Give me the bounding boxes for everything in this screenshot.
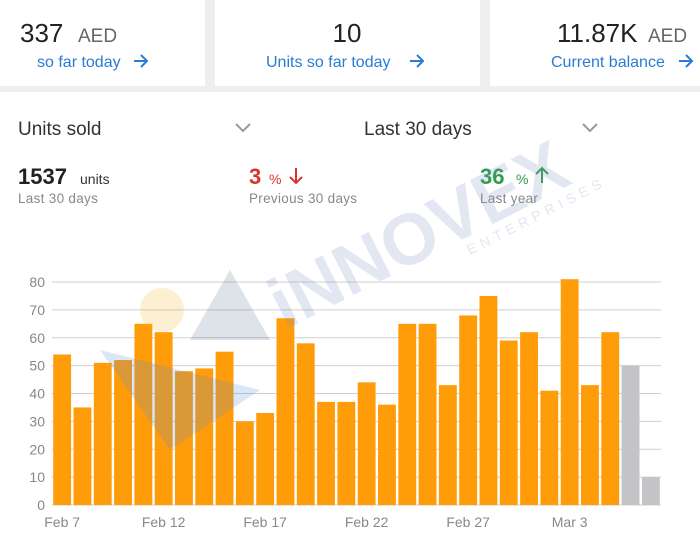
bar bbox=[337, 401, 356, 505]
bar bbox=[53, 354, 72, 505]
stat-label: Previous 30 days bbox=[249, 191, 357, 206]
bar bbox=[378, 404, 396, 505]
bar bbox=[175, 371, 193, 505]
watermark-logo bbox=[140, 288, 184, 332]
bar bbox=[357, 382, 376, 505]
bar bbox=[215, 351, 234, 505]
watermark-logo bbox=[100, 350, 260, 450]
dropdown-label[interactable]: Last 30 days bbox=[364, 119, 472, 140]
card-value: 337 bbox=[20, 18, 63, 48]
bar bbox=[601, 332, 620, 505]
x-tick-label: Feb 27 bbox=[446, 514, 490, 530]
stat-label: Last year bbox=[480, 191, 538, 206]
card[interactable] bbox=[215, 0, 480, 86]
bar bbox=[581, 385, 599, 505]
bar bbox=[621, 365, 640, 505]
bar bbox=[459, 315, 478, 505]
bar bbox=[317, 401, 335, 505]
stat-unit: units bbox=[80, 171, 110, 187]
card-unit: AED bbox=[78, 26, 117, 47]
stat-unit: % bbox=[269, 171, 281, 187]
stat-value: 3 bbox=[249, 164, 261, 189]
trend-down-icon bbox=[289, 168, 303, 185]
bar bbox=[73, 407, 92, 505]
y-tick-label: 40 bbox=[29, 386, 45, 402]
card-value: 11.87K bbox=[557, 18, 638, 48]
bar bbox=[114, 360, 132, 505]
card[interactable] bbox=[490, 0, 700, 86]
y-tick-label: 60 bbox=[29, 330, 45, 346]
watermark-text: iNNOVEX bbox=[256, 126, 581, 344]
chevron-icon[interactable] bbox=[235, 123, 251, 133]
arrow-icon bbox=[134, 54, 149, 68]
bar bbox=[195, 368, 214, 505]
y-tick-label: 20 bbox=[29, 441, 45, 457]
bar bbox=[398, 323, 417, 505]
bar bbox=[418, 323, 437, 505]
card-link[interactable]: Units so far today bbox=[266, 54, 391, 71]
bar bbox=[520, 332, 538, 505]
arrow-icon bbox=[410, 54, 425, 68]
bar bbox=[641, 477, 660, 505]
bar bbox=[296, 343, 315, 505]
bar bbox=[235, 421, 254, 505]
bar bbox=[560, 279, 579, 505]
y-tick-label: 0 bbox=[37, 497, 45, 513]
bar bbox=[438, 385, 457, 505]
bar bbox=[93, 362, 112, 505]
bar bbox=[499, 340, 518, 505]
dropdown-label[interactable]: Units sold bbox=[18, 119, 101, 140]
x-tick-label: Feb 12 bbox=[142, 514, 186, 530]
x-tick-label: Mar 3 bbox=[552, 514, 588, 530]
bar bbox=[154, 332, 173, 505]
bar bbox=[479, 295, 498, 505]
x-tick-label: Feb 17 bbox=[243, 514, 287, 530]
card-link[interactable]: Current balance bbox=[551, 54, 665, 71]
card[interactable] bbox=[0, 0, 205, 86]
x-tick-label: Feb 7 bbox=[44, 514, 80, 530]
bar bbox=[540, 390, 559, 505]
y-tick-label: 80 bbox=[29, 274, 45, 290]
watermark-logo bbox=[190, 270, 270, 340]
bar bbox=[256, 413, 275, 505]
x-tick-label: Feb 22 bbox=[345, 514, 389, 530]
trend-up-icon bbox=[535, 166, 549, 183]
y-tick-label: 50 bbox=[29, 358, 45, 374]
stat-value: 36 bbox=[480, 164, 504, 189]
y-tick-label: 10 bbox=[29, 469, 45, 485]
card-value: 10 bbox=[333, 18, 362, 48]
y-tick-label: 70 bbox=[29, 302, 45, 318]
arrow-icon bbox=[679, 54, 694, 68]
card-link[interactable]: so far today bbox=[37, 54, 121, 71]
stat-unit: % bbox=[516, 171, 528, 187]
stat-value: 1537 bbox=[18, 164, 67, 189]
stat-label: Last 30 days bbox=[18, 191, 98, 206]
bar bbox=[276, 318, 295, 505]
chevron-icon[interactable] bbox=[582, 123, 598, 133]
card-unit: AED bbox=[648, 26, 687, 47]
bar bbox=[134, 323, 153, 505]
y-tick-label: 30 bbox=[29, 413, 45, 429]
